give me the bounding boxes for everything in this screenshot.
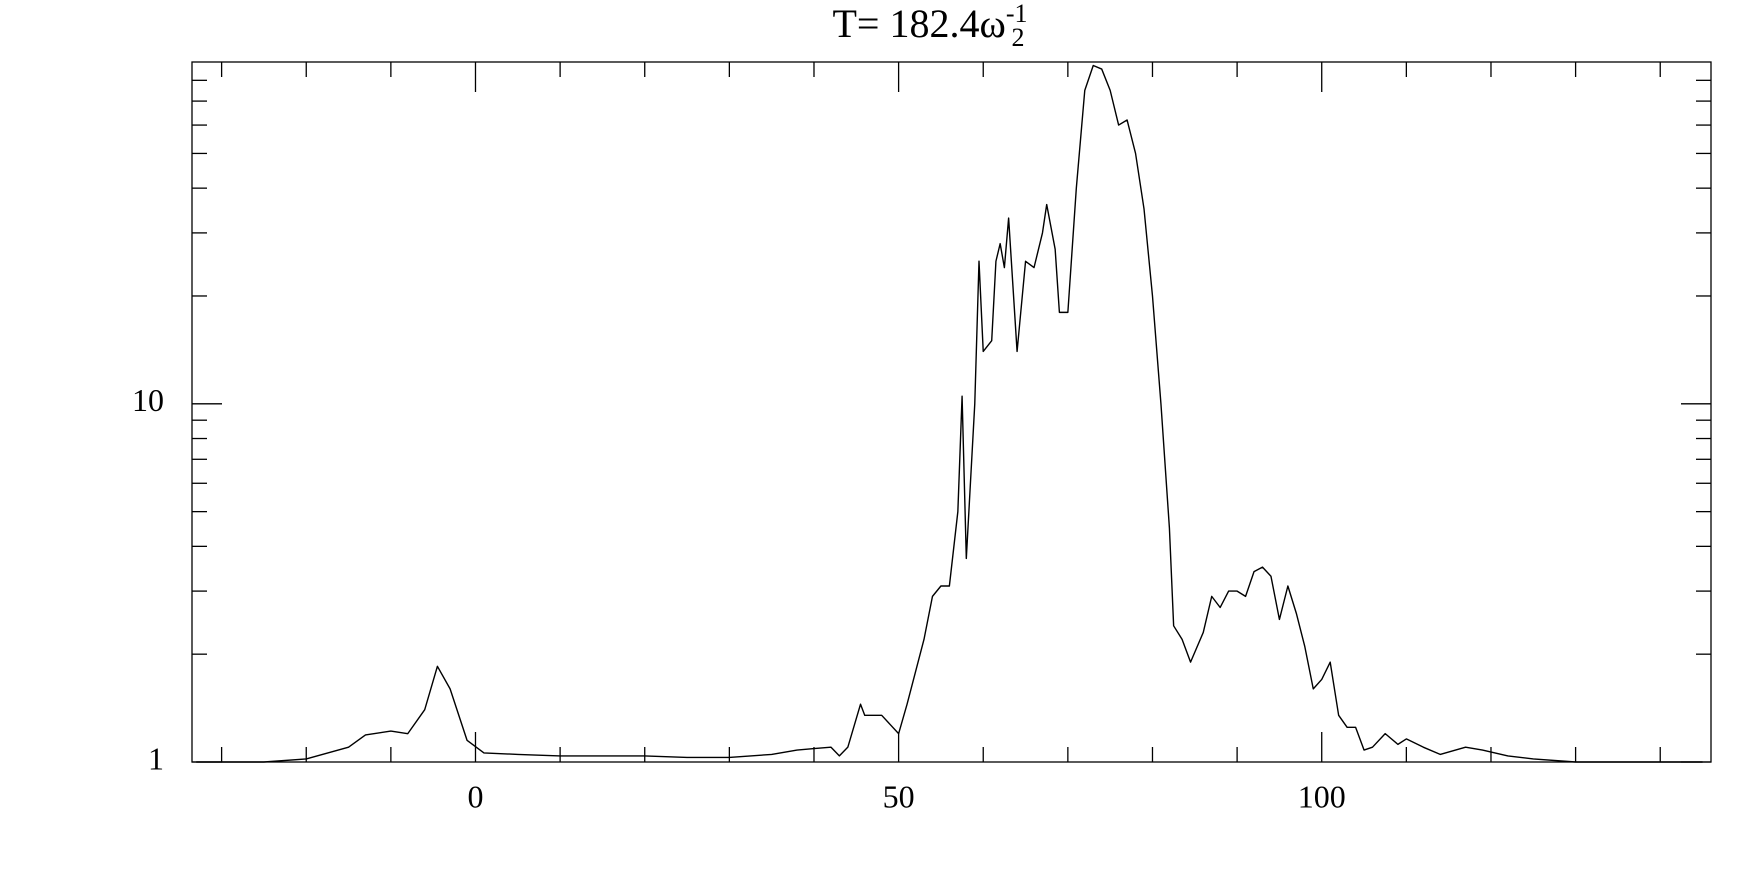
x-tick-label: 0 <box>467 778 483 814</box>
y-tick-label: 1 <box>148 740 164 776</box>
title-subscript: 2 <box>1012 23 1025 52</box>
title-superscript: -1 <box>1006 0 1028 28</box>
x-tick-label: 50 <box>883 778 915 814</box>
chart-title: T= 182.4ω-1 2 <box>833 0 1028 52</box>
y-tick-label: 10 <box>132 382 164 418</box>
title-main: T= 182.4ω <box>833 1 1006 46</box>
x-tick-label: 100 <box>1298 778 1346 814</box>
plot-frame <box>191 61 1712 763</box>
data-line <box>196 64 1703 763</box>
